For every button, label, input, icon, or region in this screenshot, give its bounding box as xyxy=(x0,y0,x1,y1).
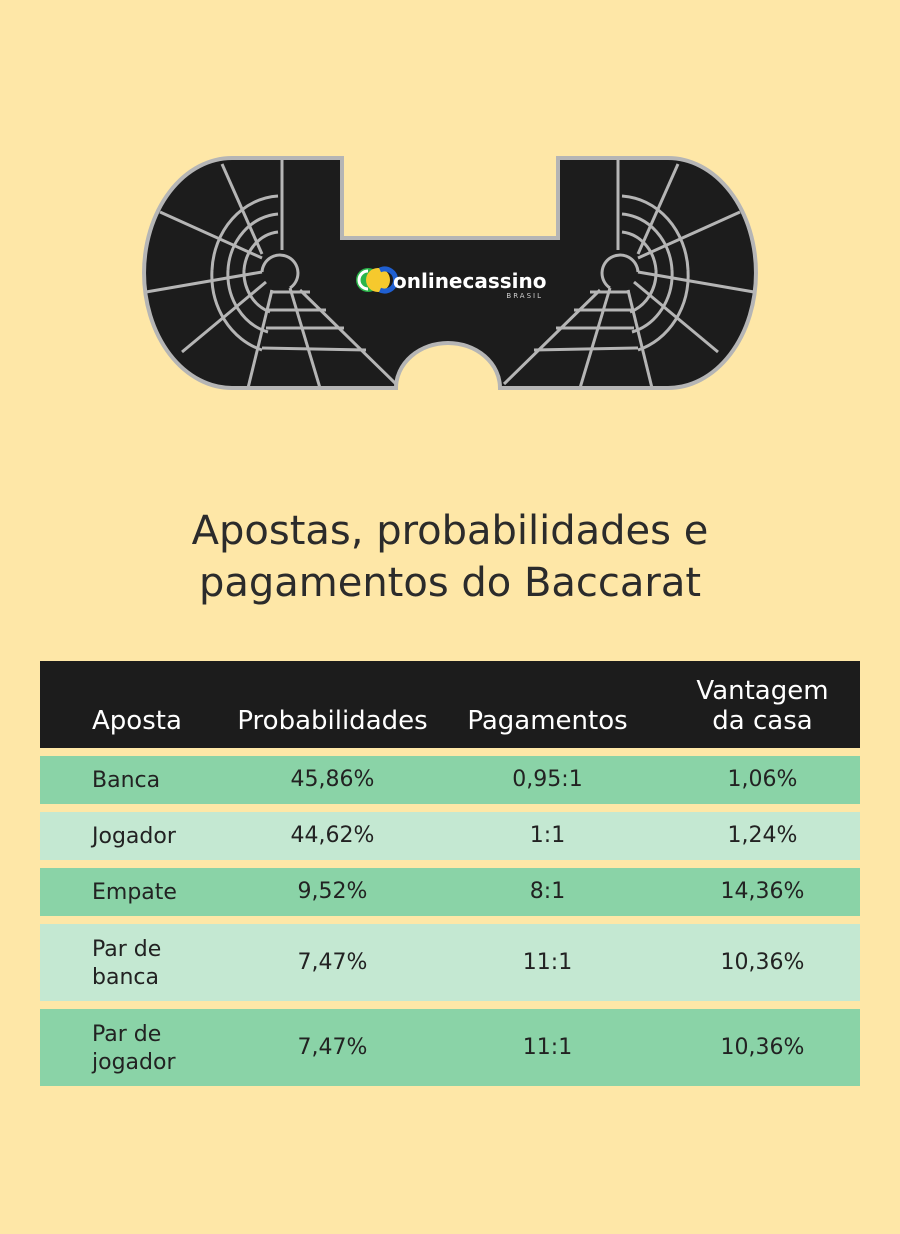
cell-vantagem: 14,36% xyxy=(720,879,805,904)
cell-probabilidade: 7,47% xyxy=(297,949,368,975)
cell-pagamento: 8:1 xyxy=(529,879,566,904)
cell-vantagem: 1,24% xyxy=(727,823,798,848)
cell-aposta: Empate xyxy=(92,880,177,905)
cell-probabilidade: 44,62% xyxy=(290,823,375,848)
cell-probabilidade: 45,86% xyxy=(290,767,375,792)
page-title: Apostas, probabilidades e pagamentos do … xyxy=(0,505,900,609)
table-row-jogador: Jogador 44,62% 1:1 1,24% xyxy=(40,812,860,860)
cell-pagamento: 1:1 xyxy=(529,823,566,848)
logo-wordmark: onlinecassino xyxy=(393,269,547,293)
cell-vantagem: 10,36% xyxy=(720,949,805,975)
cell-pagamento: 11:1 xyxy=(522,949,573,975)
onlinecassino-logo: onlinecassino BRASIL xyxy=(356,266,547,300)
baccarat-odds-table: Aposta Probabilidades Pagamentos Vantage… xyxy=(40,661,860,1094)
cell-vantagem: 1,06% xyxy=(727,767,798,792)
table-header: Aposta Probabilidades Pagamentos Vantage… xyxy=(40,661,860,748)
cell-aposta: Par de banca xyxy=(40,934,235,992)
cell-aposta: Jogador xyxy=(92,824,176,849)
logo-mark-yellow xyxy=(366,268,390,292)
header-vantagem-line1: Vantagem xyxy=(696,676,829,706)
cell-probabilidade: 9,52% xyxy=(297,879,368,904)
page-title-line1: Apostas, probabilidades e xyxy=(191,508,709,554)
left-betting-grid xyxy=(145,158,398,389)
header-vantagem: Vantagem da casa xyxy=(665,661,860,748)
cell-vantagem: 10,36% xyxy=(720,1034,805,1060)
logo-subtitle: BRASIL xyxy=(506,292,543,300)
cell-aposta-line2: jogador xyxy=(92,1049,176,1075)
cell-aposta-line2: banca xyxy=(92,964,159,990)
cell-aposta: Banca xyxy=(92,768,161,793)
header-aposta: Aposta xyxy=(92,706,182,736)
header-pagamentos: Pagamentos xyxy=(467,706,628,736)
table-row-banca: Banca 45,86% 0,95:1 1,06% xyxy=(40,756,860,804)
cell-aposta: Par de jogador xyxy=(40,1019,235,1077)
header-probabilidades: Probabilidades xyxy=(237,706,428,736)
cell-pagamento: 0,95:1 xyxy=(512,767,583,792)
table-row-par-de-banca: Par de banca 7,47% 11:1 10,36% xyxy=(40,924,860,1001)
logo-mark-blue xyxy=(378,266,399,294)
table-row-par-de-jogador: Par de jogador 7,47% 11:1 10,36% xyxy=(40,1009,860,1086)
cell-probabilidade: 7,47% xyxy=(297,1034,368,1060)
table-row-empate: Empate 9,52% 8:1 14,36% xyxy=(40,868,860,916)
baccarat-table-illustration: onlinecassino BRASIL xyxy=(142,156,758,390)
header-vantagem-line2: da casa xyxy=(712,706,813,736)
cell-aposta-line1: Par de xyxy=(92,1021,162,1047)
right-betting-grid xyxy=(502,158,755,389)
table-felt xyxy=(142,156,758,390)
cell-pagamento: 11:1 xyxy=(522,1034,573,1060)
cell-aposta-line1: Par de xyxy=(92,936,162,962)
page-title-line2: pagamentos do Baccarat xyxy=(198,560,702,606)
